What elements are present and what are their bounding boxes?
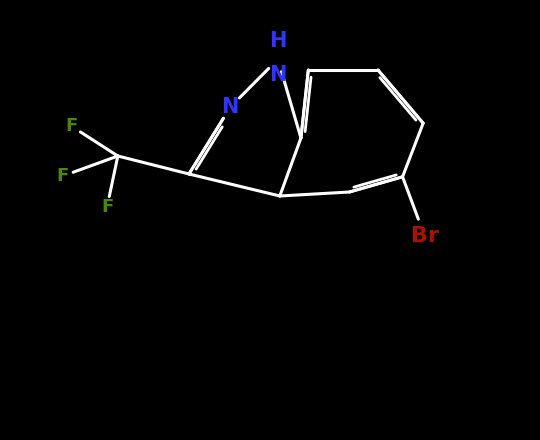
Text: N: N bbox=[269, 65, 287, 85]
Text: Br: Br bbox=[410, 226, 438, 246]
Text: F: F bbox=[57, 167, 69, 185]
Text: H: H bbox=[269, 31, 287, 51]
Text: F: F bbox=[65, 117, 77, 135]
Text: F: F bbox=[101, 198, 113, 216]
Text: N: N bbox=[221, 97, 239, 117]
